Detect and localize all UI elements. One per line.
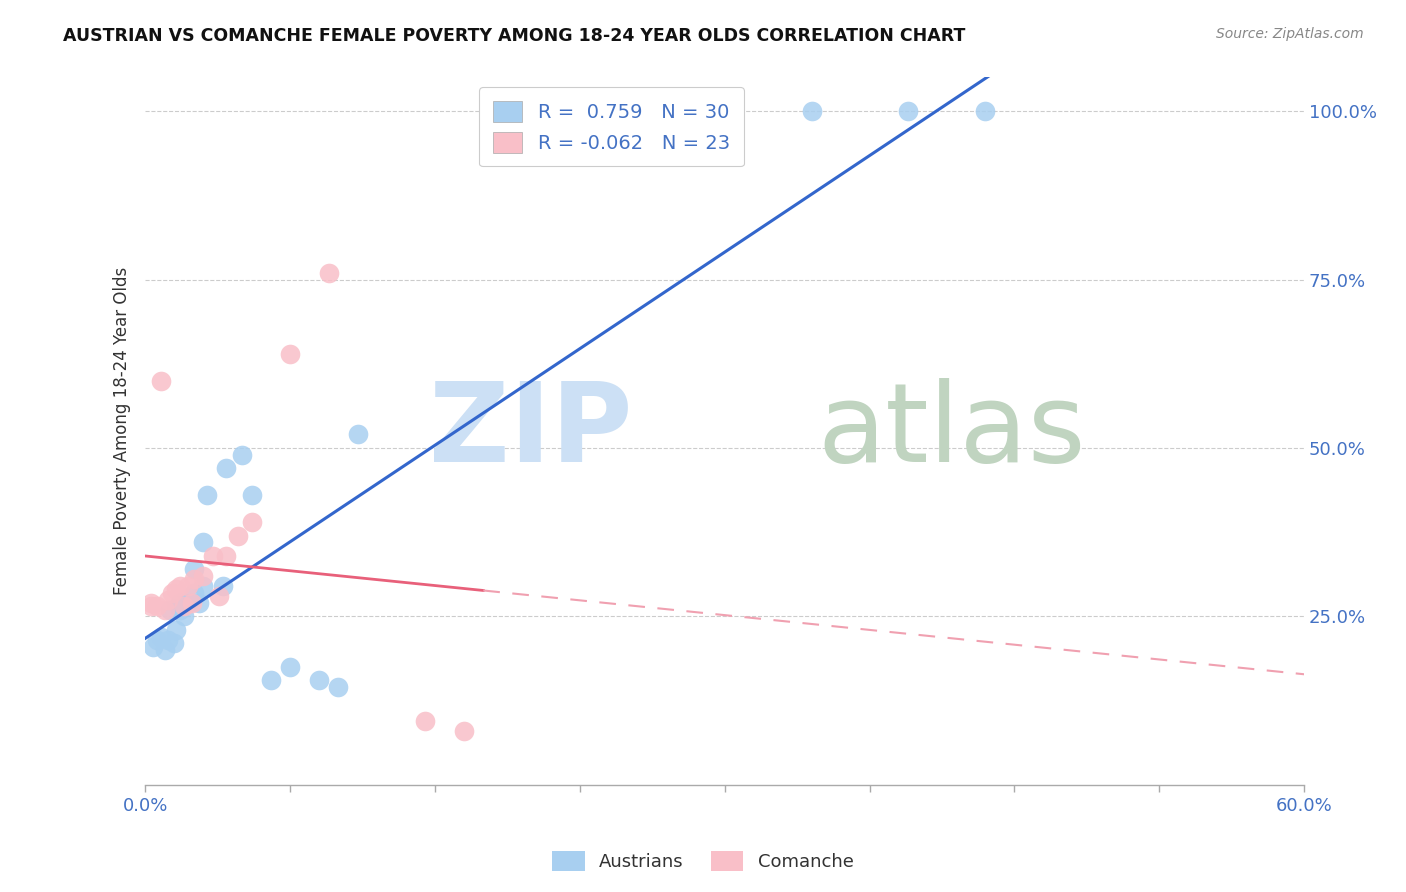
Point <box>157 632 180 647</box>
Point <box>183 572 205 586</box>
Point <box>149 374 172 388</box>
Point <box>201 549 224 563</box>
Point <box>157 592 180 607</box>
Point <box>169 596 191 610</box>
Point <box>240 515 263 529</box>
Point <box>153 643 176 657</box>
Y-axis label: Female Poverty Among 18-24 Year Olds: Female Poverty Among 18-24 Year Olds <box>114 267 131 595</box>
Point <box>231 448 253 462</box>
Point <box>142 640 165 654</box>
Point <box>897 104 920 119</box>
Point <box>159 602 181 616</box>
Point <box>177 579 200 593</box>
Point <box>415 714 437 728</box>
Point <box>226 528 249 542</box>
Point <box>173 609 195 624</box>
Point <box>169 602 191 616</box>
Point <box>146 632 169 647</box>
Point <box>974 104 997 119</box>
Point <box>328 680 350 694</box>
Text: ZIP: ZIP <box>429 377 631 484</box>
Point <box>162 586 184 600</box>
Point <box>208 589 231 603</box>
Point <box>346 427 368 442</box>
Point <box>173 599 195 614</box>
Point <box>163 636 186 650</box>
Text: Source: ZipAtlas.com: Source: ZipAtlas.com <box>1216 27 1364 41</box>
Point <box>146 599 169 614</box>
Point <box>260 673 283 688</box>
Point <box>165 582 187 597</box>
Point <box>240 488 263 502</box>
Point <box>153 602 176 616</box>
Legend: Austrians, Comanche: Austrians, Comanche <box>546 844 860 879</box>
Point <box>453 723 475 738</box>
Point <box>193 579 215 593</box>
Point <box>188 596 211 610</box>
Point <box>278 346 301 360</box>
Point <box>139 596 162 610</box>
Point <box>193 569 215 583</box>
Point <box>215 461 238 475</box>
Text: AUSTRIAN VS COMANCHE FEMALE POVERTY AMONG 18-24 YEAR OLDS CORRELATION CHART: AUSTRIAN VS COMANCHE FEMALE POVERTY AMON… <box>63 27 966 45</box>
Point <box>183 586 205 600</box>
Text: atlas: atlas <box>817 377 1085 484</box>
Point <box>308 673 330 688</box>
Point <box>211 579 233 593</box>
Point <box>195 488 218 502</box>
Point <box>169 579 191 593</box>
Point <box>177 596 200 610</box>
Point <box>183 562 205 576</box>
Point <box>193 535 215 549</box>
Point <box>800 104 823 119</box>
Point <box>139 599 162 614</box>
Legend: R =  0.759   N = 30, R = -0.062   N = 23: R = 0.759 N = 30, R = -0.062 N = 23 <box>479 87 744 167</box>
Point <box>149 630 172 644</box>
Point <box>278 660 301 674</box>
Point <box>318 266 340 280</box>
Point <box>180 596 202 610</box>
Point <box>165 623 187 637</box>
Point <box>215 549 238 563</box>
